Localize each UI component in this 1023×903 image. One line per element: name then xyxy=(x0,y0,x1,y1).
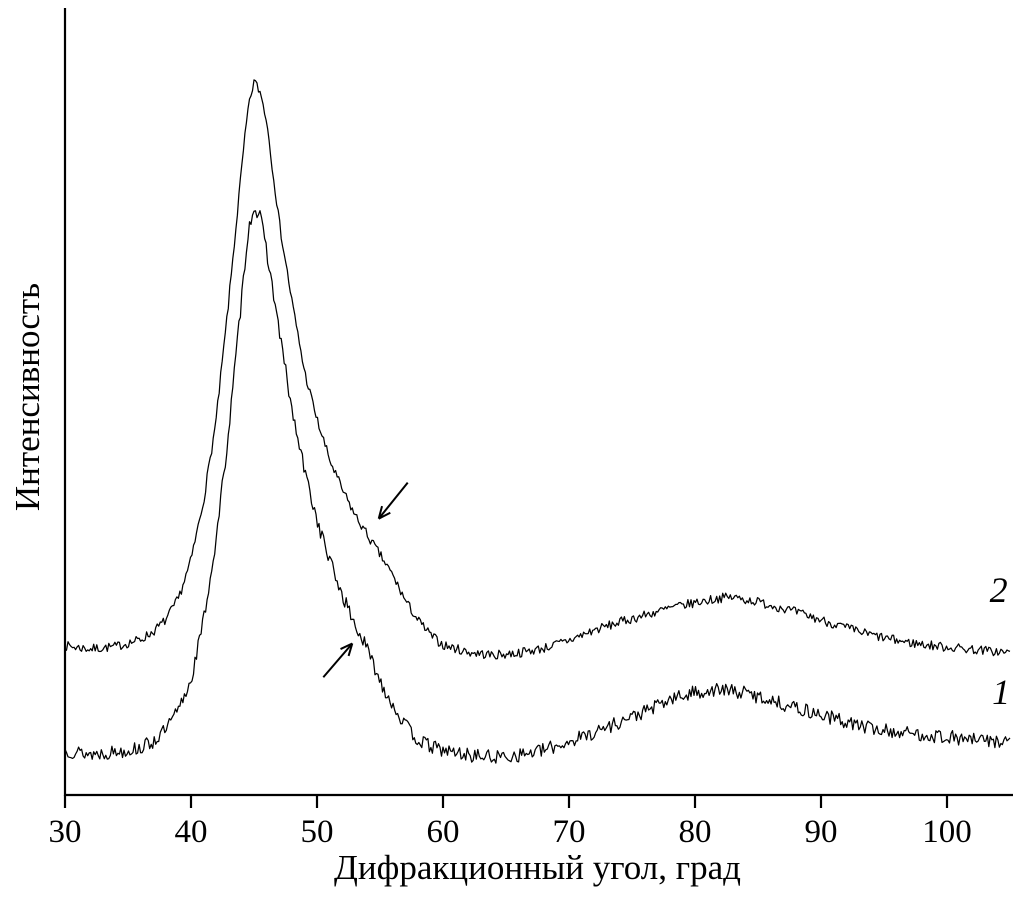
annotation-arrow-2 xyxy=(377,481,409,520)
annotation-arrowhead-1 xyxy=(340,642,353,650)
x-tick-label: 100 xyxy=(922,814,972,850)
annotation-arrowhead-2 xyxy=(377,505,384,519)
x-tick-label: 40 xyxy=(175,814,208,850)
x-axis-label: Дифракционный угол, град xyxy=(334,848,741,887)
series-label-2: 2 xyxy=(990,570,1008,610)
x-tick-label: 60 xyxy=(427,814,460,850)
annotation-arrowhead-2 xyxy=(378,511,391,520)
x-tick-label: 50 xyxy=(301,814,334,850)
series-label-1: 1 xyxy=(992,672,1010,712)
x-tick-label: 70 xyxy=(553,814,586,850)
curve-2 xyxy=(64,79,1011,660)
x-tick-label: 80 xyxy=(679,814,712,850)
x-tick-label: 30 xyxy=(49,814,82,850)
curve-1 xyxy=(64,210,1011,764)
annotation-arrowhead-1 xyxy=(347,643,354,657)
y-axis-label: Интенсивность xyxy=(8,282,47,512)
x-tick-label: 90 xyxy=(805,814,838,850)
annotation-arrow-1 xyxy=(322,642,354,678)
